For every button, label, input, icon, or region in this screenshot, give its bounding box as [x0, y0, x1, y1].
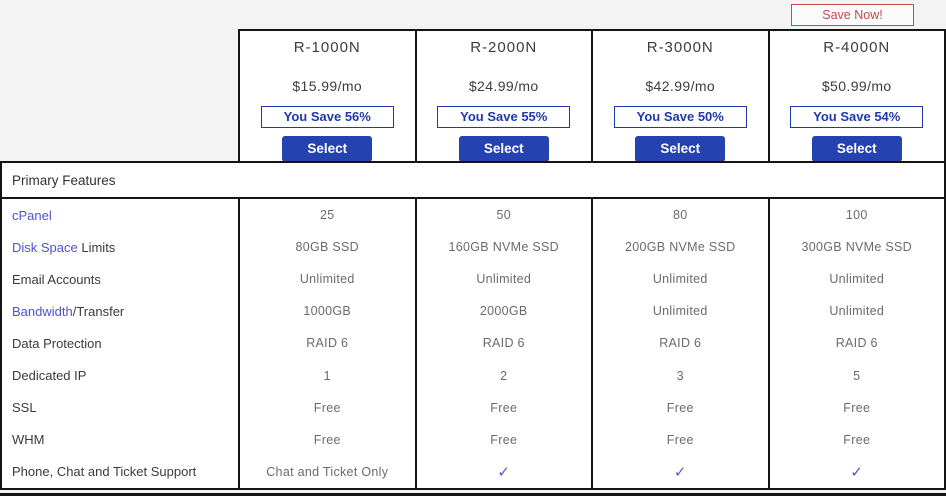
- plan-price: $24.99/mo: [468, 78, 539, 94]
- features-table: Primary Features cPanel 25 50 80 100 Disk Spa…: [0, 161, 946, 490]
- feature-value: Free: [767, 423, 945, 456]
- feature-label: Dedicated IP: [2, 359, 238, 391]
- feature-label-text: SSL: [12, 400, 37, 416]
- feature-value: RAID 6: [414, 327, 592, 360]
- save-badge: You Save 50%: [613, 106, 747, 128]
- feature-value: 5: [767, 359, 945, 392]
- feature-value: 25: [238, 199, 415, 232]
- plan-name: R-3000N: [646, 39, 714, 56]
- plan-column: R-4000N $50.99/mo You Save 54% Select: [770, 31, 945, 162]
- save-badge: You Save 55%: [437, 106, 571, 128]
- feature-value: Unlimited: [591, 295, 768, 328]
- feature-grid: cPanel 25 50 80 100 Disk Space Limits 80GB SSD…: [2, 199, 944, 488]
- feature-value: Free: [591, 391, 768, 424]
- feature-value: Unlimited: [238, 263, 415, 296]
- feature-value: RAID 6: [238, 327, 415, 360]
- plan-column: R-2000N $24.99/mo You Save 55% Select: [417, 31, 593, 162]
- feature-label: Data Protection: [2, 327, 238, 359]
- feature-value: 100: [767, 199, 945, 232]
- feature-label: Email Accounts: [2, 263, 238, 295]
- feature-value: 300GB NVMe SSD: [767, 231, 945, 264]
- feature-label: Bandwidth/Transfer: [2, 295, 238, 327]
- section-header-primary-features: Primary Features: [2, 163, 944, 199]
- save-badge: You Save 56%: [260, 106, 394, 128]
- plan-column: R-3000N $42.99/mo You Save 50% Select: [593, 31, 770, 162]
- feature-label-text: Limits: [77, 239, 116, 255]
- next-section-divider: [0, 493, 946, 496]
- feature-value: RAID 6: [767, 327, 945, 360]
- save-badge: You Save 54%: [790, 106, 924, 128]
- plan-name: R-4000N: [823, 39, 891, 56]
- plan-column: R-1000N $15.99/mo You Save 56% Select: [240, 31, 417, 162]
- feature-label: cPanel: [2, 199, 238, 231]
- feature-label-text: Data Protection: [12, 335, 102, 351]
- check-icon: ✓: [767, 455, 945, 488]
- feature-label: Phone, Chat and Ticket Support: [2, 456, 238, 488]
- feature-link[interactable]: cPanel: [12, 207, 52, 223]
- feature-value: RAID 6: [591, 327, 768, 360]
- plans-band: R-1000N $15.99/mo You Save 56% Select R-…: [238, 29, 946, 162]
- feature-value: 3: [591, 359, 768, 392]
- feature-value: Free: [591, 423, 768, 456]
- feature-label-text: WHM: [12, 432, 45, 448]
- feature-value: Unlimited: [591, 263, 768, 296]
- feature-label: WHM: [2, 424, 238, 456]
- feature-value: 2000GB: [414, 295, 592, 328]
- feature-value: 2: [414, 359, 592, 392]
- feature-value: Unlimited: [414, 263, 592, 296]
- feature-value: Chat and Ticket Only: [238, 455, 415, 488]
- select-button[interactable]: Select: [282, 135, 373, 162]
- feature-label-text: Dedicated IP: [12, 368, 87, 384]
- save-now-button[interactable]: Save Now!: [791, 4, 914, 26]
- check-icon: ✓: [591, 455, 768, 488]
- select-button[interactable]: Select: [458, 135, 549, 162]
- feature-value: Free: [414, 423, 592, 456]
- feature-value: Free: [414, 391, 592, 424]
- feature-value: Unlimited: [767, 263, 945, 296]
- plan-price: $15.99/mo: [292, 78, 363, 94]
- feature-value: Free: [767, 391, 945, 424]
- feature-value: 200GB NVMe SSD: [591, 231, 768, 264]
- feature-value: 1000GB: [238, 295, 415, 328]
- select-button[interactable]: Select: [635, 135, 726, 162]
- feature-value: 80: [591, 199, 768, 232]
- feature-link[interactable]: Bandwidth: [12, 303, 73, 319]
- plan-name: R-1000N: [293, 39, 361, 56]
- feature-value: 160GB NVMe SSD: [414, 231, 592, 264]
- feature-label-text: Email Accounts: [12, 271, 101, 287]
- feature-value: Unlimited: [767, 295, 945, 328]
- feature-label: SSL: [2, 392, 238, 424]
- feature-link[interactable]: Disk Space: [12, 239, 78, 255]
- plan-name: R-2000N: [470, 39, 538, 56]
- check-icon: ✓: [414, 455, 592, 488]
- feature-value: 80GB SSD: [238, 231, 415, 264]
- feature-value: Free: [238, 423, 415, 456]
- feature-label-text: /Transfer: [72, 303, 125, 319]
- feature-value: 50: [414, 199, 592, 232]
- feature-value: 1: [238, 359, 415, 392]
- plan-price: $42.99/mo: [645, 78, 716, 94]
- select-button[interactable]: Select: [811, 135, 902, 162]
- plan-price: $50.99/mo: [821, 78, 892, 94]
- feature-label: Disk Space Limits: [2, 231, 238, 263]
- feature-value: Free: [238, 391, 415, 424]
- feature-label-text: Phone, Chat and Ticket Support: [12, 464, 197, 480]
